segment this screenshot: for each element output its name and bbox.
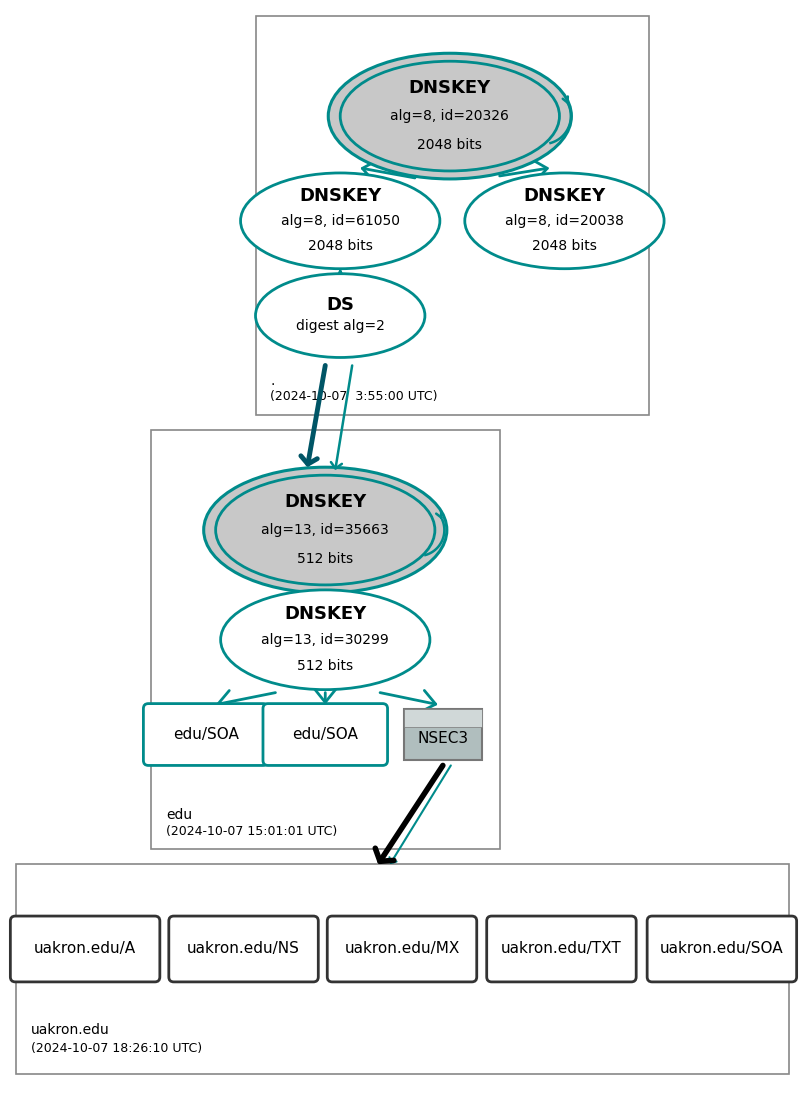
Bar [151,430,500,849]
Text: uakron.edu: uakron.edu [31,1023,110,1037]
FancyBboxPatch shape [143,703,268,766]
Text: (2024-10-07 18:26:10 UTC): (2024-10-07 18:26:10 UTC) [31,1041,202,1055]
FancyBboxPatch shape [328,916,477,982]
Bar [404,709,481,726]
Text: alg=13, id=30299: alg=13, id=30299 [262,632,389,647]
Text: DNSKEY: DNSKEY [284,605,366,622]
Text: (2024-10-07  3:55:00 UTC): (2024-10-07 3:55:00 UTC) [270,391,438,404]
FancyBboxPatch shape [10,916,160,982]
Text: alg=13, id=35663: alg=13, id=35663 [262,523,389,537]
Bar [255,16,649,416]
Text: digest alg=2: digest alg=2 [295,319,385,334]
Text: DNSKEY: DNSKEY [409,79,491,96]
Ellipse shape [204,467,447,593]
Ellipse shape [216,475,435,585]
Text: uakron.edu/SOA: uakron.edu/SOA [660,942,784,956]
Text: 512 bits: 512 bits [297,551,353,566]
Text: uakron.edu/TXT: uakron.edu/TXT [501,942,621,956]
Text: NSEC3: NSEC3 [417,731,469,746]
Text: (2024-10-07 15:01:01 UTC): (2024-10-07 15:01:01 UTC) [166,825,337,838]
Bar [404,709,481,760]
Text: edu: edu [166,808,192,823]
Ellipse shape [221,590,430,689]
Ellipse shape [255,274,425,358]
Text: 2048 bits: 2048 bits [308,238,373,253]
Text: DS: DS [326,295,354,314]
Ellipse shape [341,61,559,171]
Text: DNSKEY: DNSKEY [284,492,366,511]
Text: 2048 bits: 2048 bits [418,138,482,152]
Ellipse shape [328,54,572,179]
FancyBboxPatch shape [487,916,636,982]
Text: uakron.edu/A: uakron.edu/A [34,942,136,956]
FancyBboxPatch shape [647,916,797,982]
FancyBboxPatch shape [169,916,318,982]
Bar [16,864,789,1073]
Text: alg=8, id=61050: alg=8, id=61050 [281,213,400,228]
Text: .: . [270,374,275,388]
Text: alg=8, id=20326: alg=8, id=20326 [390,109,510,124]
Text: edu/SOA: edu/SOA [292,728,358,742]
Text: DNSKEY: DNSKEY [299,187,382,205]
Text: edu/SOA: edu/SOA [173,728,238,742]
Text: DNSKEY: DNSKEY [523,187,605,205]
FancyBboxPatch shape [263,703,387,766]
Text: alg=8, id=20038: alg=8, id=20038 [505,213,624,228]
Ellipse shape [241,173,440,269]
Ellipse shape [464,173,664,269]
Text: 512 bits: 512 bits [297,659,353,673]
Text: uakron.edu/NS: uakron.edu/NS [187,942,300,956]
Text: uakron.edu/MX: uakron.edu/MX [345,942,460,956]
Text: 2048 bits: 2048 bits [532,238,597,253]
